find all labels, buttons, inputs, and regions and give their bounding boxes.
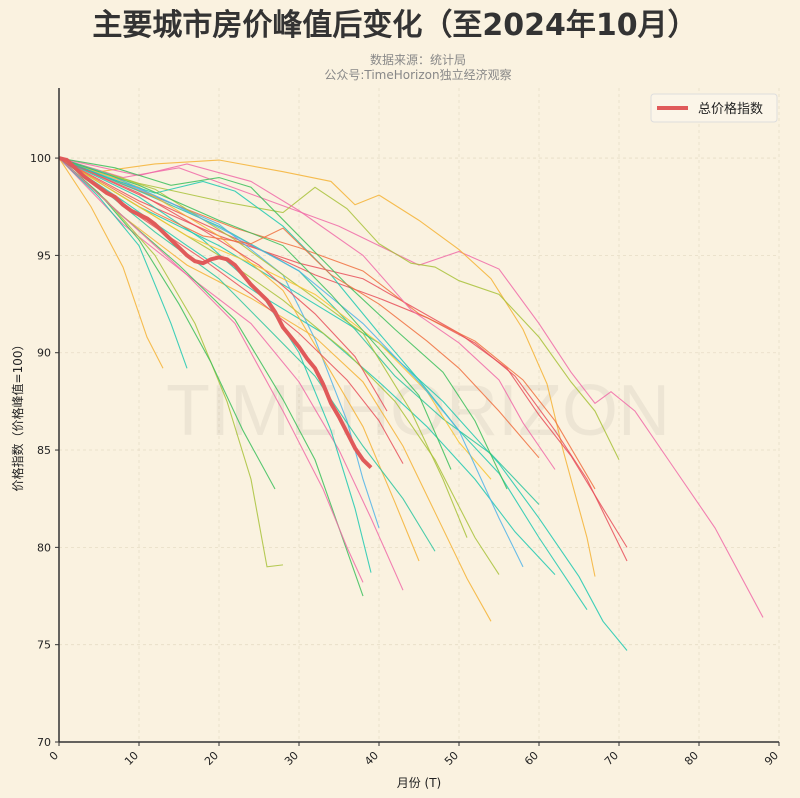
city-series-line-22 [58, 157, 468, 538]
legend: 总价格指数 [650, 93, 778, 123]
city-series-line-3 [58, 157, 620, 461]
legend-box [650, 93, 778, 123]
city-series-line-21 [58, 157, 420, 562]
main-series-line [58, 156, 373, 469]
city-series-group [58, 157, 764, 651]
x-tick-label: 90 [762, 749, 781, 768]
city-series-line-19 [58, 157, 164, 369]
x-axis-label: 月份 (T) [397, 776, 442, 790]
city-series-line-10 [58, 157, 492, 622]
city-series-line-8 [58, 157, 556, 575]
city-series-line-23 [58, 157, 388, 412]
city-series-line-12 [58, 157, 404, 591]
x-tick-label: 0 [47, 749, 61, 763]
y-tick-label: 100 [30, 152, 51, 165]
city-series-line-20 [58, 157, 364, 583]
city-series-line-18 [58, 157, 188, 369]
x-tick-label: 10 [122, 749, 141, 768]
x-tick-label: 20 [202, 749, 221, 768]
y-tick-label: 80 [37, 541, 51, 554]
city-series-line-7 [58, 157, 596, 490]
city-series-line-1 [58, 157, 764, 618]
city-series-line-26 [58, 157, 492, 480]
axis-ticks: 0 10 20 30 40 50 60 70 80 90 70 75 80 85 90 95 100 [30, 152, 781, 768]
y-tick-label: 95 [37, 249, 51, 262]
x-tick-label: 40 [362, 749, 381, 768]
chart-title: 主要城市房价峰值后变化（至2024年10月） [92, 8, 697, 43]
chart-subtitle-source: 数据来源：统计局 [370, 52, 466, 67]
y-tick-label: 85 [37, 444, 51, 457]
city-series-line-32 [58, 157, 540, 459]
x-tick-label: 70 [602, 749, 621, 768]
y-tick-label: 90 [37, 347, 51, 360]
x-tick-label: 30 [282, 749, 301, 768]
watermark: TIMEHORIZON [166, 371, 670, 451]
main-series-group [58, 156, 373, 469]
city-series-line-9 [58, 157, 540, 505]
x-tick-label: 50 [442, 749, 461, 768]
city-series-line-31 [58, 157, 508, 490]
legend-label: 总价格指数 [698, 101, 763, 117]
city-series-line-25 [58, 157, 556, 470]
city-series-line-27 [58, 157, 524, 568]
city-series-line-2 [58, 157, 596, 577]
x-tick-label: 80 [682, 749, 701, 768]
city-series-line-16 [58, 157, 284, 568]
city-series-line-28 [58, 157, 452, 470]
y-tick-label: 75 [37, 639, 51, 652]
y-tick-label: 70 [37, 736, 51, 749]
city-series-line-4 [58, 157, 628, 562]
x-tick-label: 60 [522, 749, 541, 768]
chart-subtitle-account: 公众号:TimeHorizon独立经济观察 [324, 67, 511, 82]
grid [59, 88, 780, 742]
city-series-line-5 [58, 157, 628, 548]
city-series-line-17 [58, 157, 276, 490]
y-axis-label: 价格指数（价格峰值=100） [10, 339, 25, 492]
